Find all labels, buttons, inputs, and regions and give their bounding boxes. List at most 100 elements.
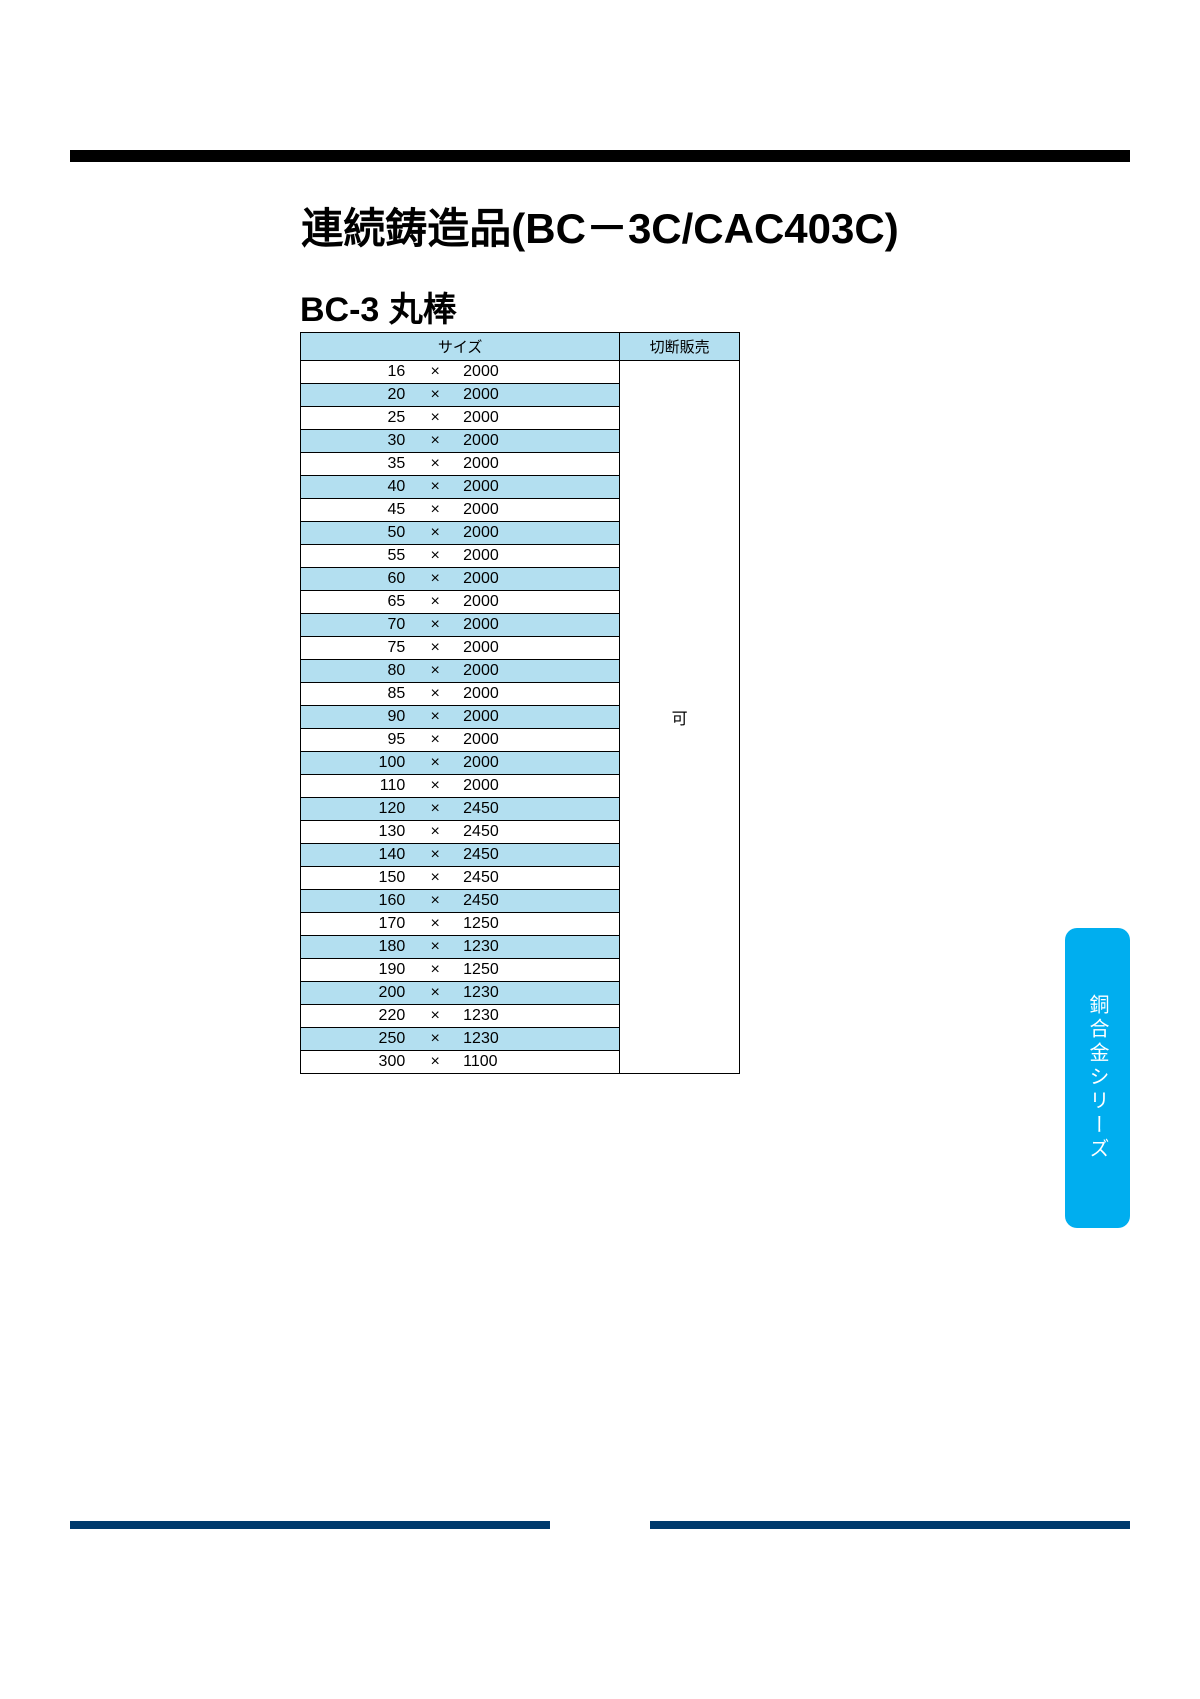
length-cell: 1100: [453, 1051, 620, 1074]
dimension-cell: 250: [301, 1028, 418, 1051]
dimension-cell: 200: [301, 982, 418, 1005]
dimension-cell: 35: [301, 453, 418, 476]
dimension-cell: 140: [301, 844, 418, 867]
length-cell: 2000: [453, 476, 620, 499]
multiply-cell: ×: [417, 683, 453, 706]
multiply-cell: ×: [417, 798, 453, 821]
size-header: サイズ: [301, 333, 620, 361]
multiply-cell: ×: [417, 844, 453, 867]
multiply-cell: ×: [417, 568, 453, 591]
length-cell: 2000: [453, 729, 620, 752]
multiply-cell: ×: [417, 959, 453, 982]
length-cell: 2000: [453, 407, 620, 430]
dimension-cell: 40: [301, 476, 418, 499]
multiply-cell: ×: [417, 982, 453, 1005]
dimension-cell: 190: [301, 959, 418, 982]
multiply-cell: ×: [417, 637, 453, 660]
cut-sale-cell: 可: [620, 361, 740, 1074]
length-cell: 2000: [453, 522, 620, 545]
dimension-cell: 60: [301, 568, 418, 591]
dimension-cell: 85: [301, 683, 418, 706]
length-cell: 2000: [453, 453, 620, 476]
dimension-cell: 110: [301, 775, 418, 798]
length-cell: 2000: [453, 384, 620, 407]
bottom-rule-left: [70, 1521, 550, 1529]
multiply-cell: ×: [417, 1051, 453, 1074]
multiply-cell: ×: [417, 430, 453, 453]
dimension-cell: 75: [301, 637, 418, 660]
dimension-cell: 90: [301, 706, 418, 729]
multiply-cell: ×: [417, 522, 453, 545]
dimension-cell: 150: [301, 867, 418, 890]
length-cell: 2000: [453, 361, 620, 384]
length-cell: 2450: [453, 798, 620, 821]
table-row: 16×2000可: [301, 361, 740, 384]
multiply-cell: ×: [417, 729, 453, 752]
series-tab: 銅合金シリーズ: [1065, 928, 1130, 1228]
dimension-cell: 100: [301, 752, 418, 775]
dimension-cell: 80: [301, 660, 418, 683]
dimension-cell: 25: [301, 407, 418, 430]
multiply-cell: ×: [417, 775, 453, 798]
dimension-cell: 130: [301, 821, 418, 844]
dimension-cell: 45: [301, 499, 418, 522]
length-cell: 1250: [453, 959, 620, 982]
multiply-cell: ×: [417, 1005, 453, 1028]
multiply-cell: ×: [417, 453, 453, 476]
length-cell: 2000: [453, 568, 620, 591]
length-cell: 2000: [453, 706, 620, 729]
top-rule: [70, 150, 1130, 162]
multiply-cell: ×: [417, 913, 453, 936]
dimension-cell: 120: [301, 798, 418, 821]
multiply-cell: ×: [417, 545, 453, 568]
length-cell: 2450: [453, 844, 620, 867]
length-cell: 2000: [453, 614, 620, 637]
multiply-cell: ×: [417, 591, 453, 614]
length-cell: 2000: [453, 499, 620, 522]
length-cell: 2000: [453, 752, 620, 775]
dimension-cell: 70: [301, 614, 418, 637]
multiply-cell: ×: [417, 361, 453, 384]
dimension-cell: 30: [301, 430, 418, 453]
length-cell: 2000: [453, 545, 620, 568]
dimension-cell: 20: [301, 384, 418, 407]
length-cell: 2450: [453, 867, 620, 890]
length-cell: 2000: [453, 591, 620, 614]
multiply-cell: ×: [417, 476, 453, 499]
bottom-rule-right: [650, 1521, 1130, 1529]
multiply-cell: ×: [417, 614, 453, 637]
length-cell: 1230: [453, 1005, 620, 1028]
page-title: 連続鋳造品(BC－3C/CAC403C): [0, 195, 1200, 256]
dimension-cell: 180: [301, 936, 418, 959]
length-cell: 2000: [453, 660, 620, 683]
dimension-cell: 160: [301, 890, 418, 913]
length-cell: 2000: [453, 683, 620, 706]
dimension-cell: 220: [301, 1005, 418, 1028]
multiply-cell: ×: [417, 706, 453, 729]
length-cell: 1230: [453, 1028, 620, 1051]
length-cell: 1230: [453, 936, 620, 959]
multiply-cell: ×: [417, 1028, 453, 1051]
dimension-cell: 170: [301, 913, 418, 936]
dimension-cell: 65: [301, 591, 418, 614]
length-cell: 2000: [453, 637, 620, 660]
multiply-cell: ×: [417, 384, 453, 407]
length-cell: 2450: [453, 821, 620, 844]
dimension-cell: 55: [301, 545, 418, 568]
length-cell: 1250: [453, 913, 620, 936]
length-cell: 2000: [453, 430, 620, 453]
multiply-cell: ×: [417, 821, 453, 844]
multiply-cell: ×: [417, 660, 453, 683]
multiply-cell: ×: [417, 499, 453, 522]
dimension-cell: 16: [301, 361, 418, 384]
series-tab-label: 銅合金シリーズ: [1083, 994, 1112, 1162]
length-cell: 2000: [453, 775, 620, 798]
dimension-cell: 300: [301, 1051, 418, 1074]
multiply-cell: ×: [417, 752, 453, 775]
dimension-cell: 50: [301, 522, 418, 545]
spec-table: サイズ 切断販売 16×2000可20×200025×200030×200035…: [300, 332, 740, 1074]
multiply-cell: ×: [417, 407, 453, 430]
length-cell: 1230: [453, 982, 620, 1005]
multiply-cell: ×: [417, 936, 453, 959]
length-cell: 2450: [453, 890, 620, 913]
